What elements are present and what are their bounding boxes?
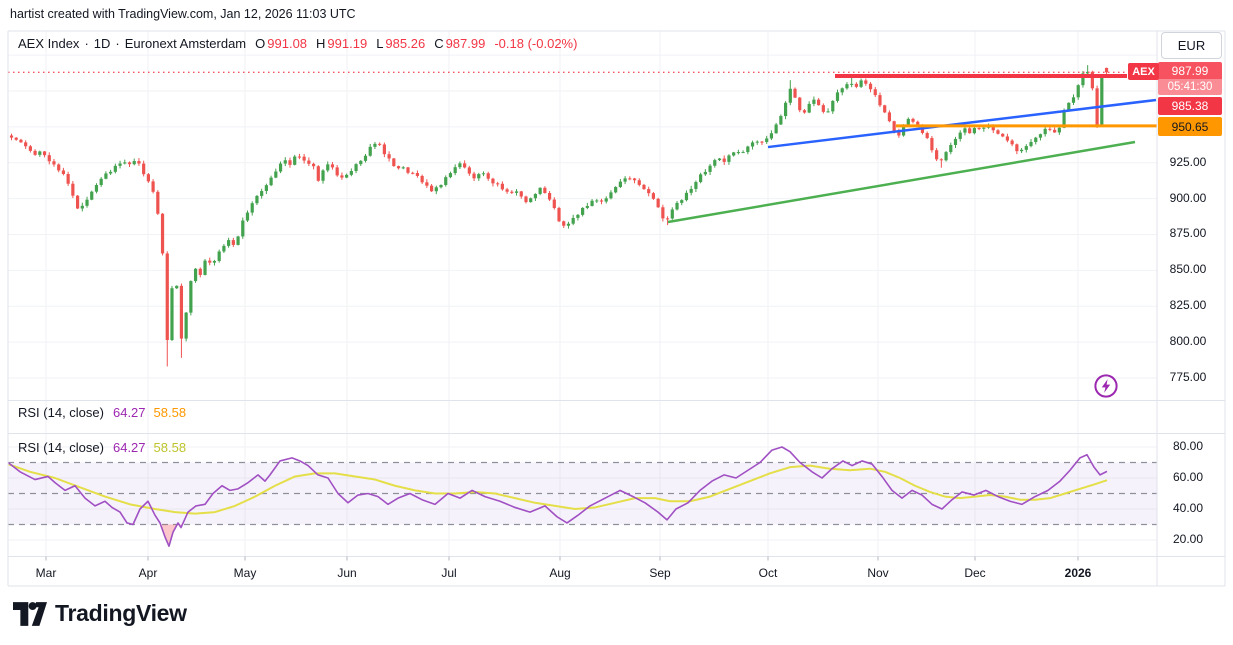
price-axis-label: 850.00 [1169, 262, 1207, 277]
low-label: L [376, 36, 384, 51]
low-value: 985.26 [385, 36, 426, 51]
attribution-text: hartist created with TradingView.com, Ja… [10, 7, 356, 21]
support-price-label: 950.65 [1158, 117, 1222, 136]
close-label: C [434, 36, 444, 51]
time-axis-label: Sep [649, 566, 671, 580]
symbol-legend: AEX Index · 1D · Euronext Amsterdam O 991.08 H 9… [18, 36, 578, 51]
price-axis-label: 925.00 [1169, 154, 1207, 169]
time-axis-label: Oct [758, 566, 778, 580]
last-price-label: 987.99 [1158, 62, 1222, 79]
time-axis-label: Aug [549, 566, 571, 580]
rsi-value: 64.27 [112, 405, 146, 420]
tradingview-logo[interactable]: TradingView [13, 600, 187, 627]
time-axis-label: 2026 [1064, 566, 1092, 580]
rsi-axis-label: 60.00 [1172, 470, 1204, 484]
rsi-axis-label: 80.00 [1172, 439, 1204, 453]
open-value: 991.08 [267, 36, 308, 51]
change-value: -0.18 (-0.02%) [494, 36, 578, 51]
price-axis-label: 825.00 [1169, 298, 1207, 313]
currency-button[interactable]: EUR [1161, 32, 1222, 59]
price-axis-label: 800.00 [1169, 334, 1207, 349]
time-axis-label: Jun [337, 566, 357, 580]
price-axis-label: 875.00 [1169, 226, 1207, 241]
boost-lightning-icon[interactable] [1093, 373, 1119, 399]
open-label: O [255, 36, 266, 51]
resistance-price-label: 985.38 [1158, 97, 1222, 115]
rsi-ma-value: 58.58 [153, 440, 187, 455]
time-axis-label: Dec [964, 566, 986, 580]
interval: 1D [93, 36, 111, 51]
exchange: Euronext Amsterdam [124, 36, 247, 51]
rsi-axis-label: 40.00 [1172, 501, 1204, 515]
tradingview-logo-mark [13, 601, 47, 626]
time-axis-label: Mar [35, 566, 57, 580]
time-axis-label: Nov [867, 566, 889, 580]
rsi-title: RSI (14, close) [18, 405, 104, 420]
tradingview-logo-text: TradingView [55, 600, 187, 626]
high-label: H [316, 36, 326, 51]
time-axis-label: Jul [441, 566, 457, 580]
high-value: 991.19 [327, 36, 368, 51]
symbol-name: AEX Index [18, 36, 80, 51]
price-axis-label: 775.00 [1169, 369, 1207, 384]
rsi-value: 64.27 [112, 440, 146, 455]
rsi-pane-legend: RSI (14, close) 64.27 58.58 [18, 440, 186, 455]
rsi-ma-value: 58.58 [153, 405, 187, 420]
chart-canvas[interactable] [0, 0, 1233, 590]
close-value: 987.99 [445, 36, 486, 51]
rsi-collapsed-legend: RSI (14, close) 64.27 58.58 [18, 405, 186, 420]
symbol-price-badge: AEX [1128, 63, 1159, 80]
time-axis-label: May [233, 566, 257, 580]
price-axis-label: 900.00 [1169, 190, 1207, 205]
time-axis-label: Apr [138, 566, 158, 580]
rsi-axis-label: 20.00 [1172, 532, 1204, 546]
rsi-title: RSI (14, close) [18, 440, 104, 455]
bar-countdown-label: 05:41:30 [1158, 79, 1222, 95]
